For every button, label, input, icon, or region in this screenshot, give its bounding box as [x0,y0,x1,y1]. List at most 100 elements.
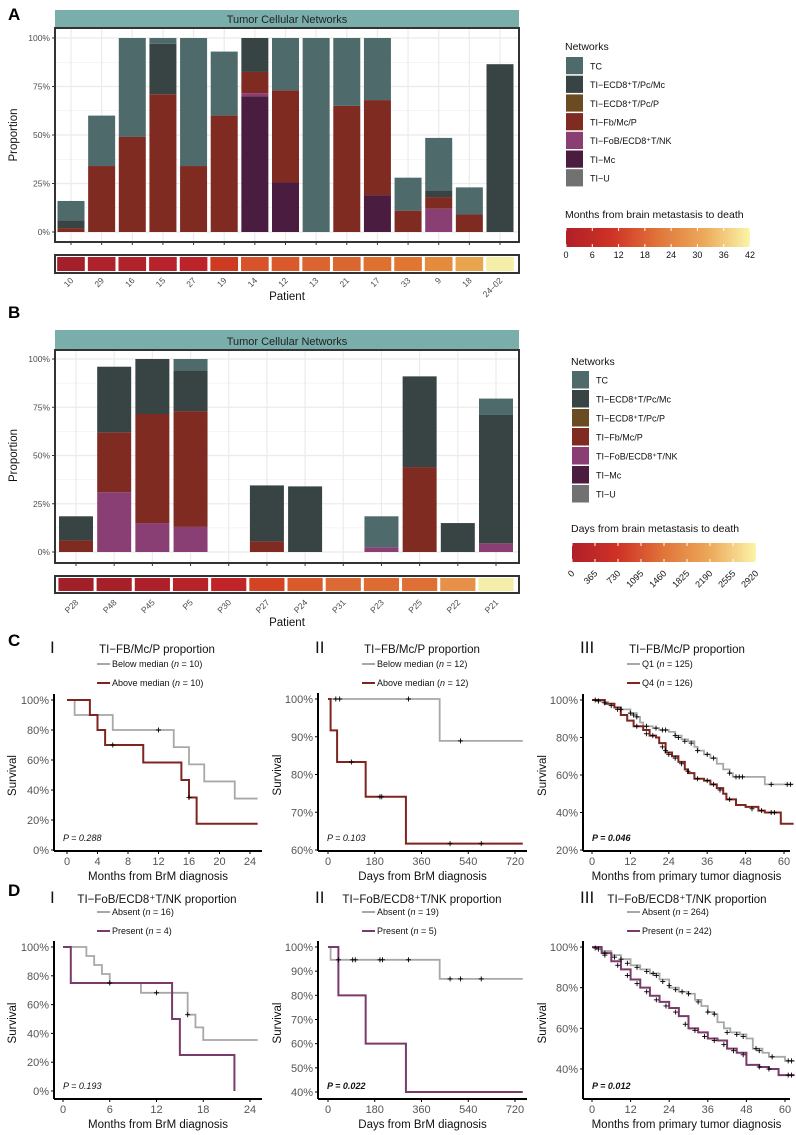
censor-mark [711,1038,717,1044]
p-value-number: = 0.193 [69,1081,102,1091]
legend-label: TI−Fb/Mc/P [596,433,643,443]
survival-curve [328,946,523,980]
censor-mark [663,727,669,733]
patient-color-cell [179,257,208,271]
censor-mark [627,710,633,716]
x-tick-label: 540 [459,1104,477,1116]
legend-label: Above median (n = 12) [377,678,468,688]
bar-segment [272,90,299,183]
censor-mark [702,1033,708,1039]
colorbar-tick-label: 42 [745,250,755,260]
censor-mark [615,706,621,712]
x-tick-label: 13 [307,275,321,289]
y-tick-unit: % [39,695,49,707]
y-axis-title: Survival [272,755,284,796]
patient-color-cell [363,257,392,271]
patient-color-cell [96,578,132,591]
x-tick-label: 4 [94,856,100,868]
bar-segment [210,51,238,116]
y-tick-label: 0% [38,547,51,557]
x-tick-label: 27 [184,275,198,289]
y-tick-label: 80% [556,983,578,995]
colorbar-tick-label: 6 [590,250,595,260]
y-tick-label: 80% [27,725,49,737]
colorbar-title: Months from brain metastasis to death [565,209,744,221]
y-tick-label: 100% [21,695,49,707]
legend-title: Networks [565,41,609,53]
legend-label: TC [590,61,602,71]
x-tick-label: 24–02 [481,275,505,299]
x-tick-label: 48 [739,856,751,868]
legend-label-text: Above median ( [377,678,440,688]
legend-swatch [572,447,589,465]
censor-mark [650,970,656,976]
x-tick-label: 16 [183,856,195,868]
km-title: TI−FoB/ECD8⁺T/NK proportion [607,894,766,906]
bar-segment [364,516,399,548]
p-value: P = 0.288 [63,833,101,843]
colorbar-tick-label: 2920 [739,568,760,589]
censor-mark [457,976,463,982]
y-tick-unit: % [568,770,578,782]
y-tick-label: 50% [33,451,50,461]
legend-swatch [572,390,589,408]
patient-color-cell [271,257,300,271]
x-tick-label: 17 [368,275,382,289]
legend-n-value: = 10) [180,678,203,688]
censor-mark [673,1009,679,1015]
legend-label: TI−FoB/ECD8⁺T/NK [596,452,678,462]
bar-segment [363,100,391,196]
legend-n-value: = 125) [665,659,693,669]
censor-mark [643,723,649,729]
bar-segment [333,105,361,232]
y-tick-value: 40 [556,808,568,820]
patient-color-cell [424,257,453,271]
bar-segment [180,38,208,167]
censor-mark [688,740,694,746]
plot-border [54,349,520,564]
y-tick-label: 20% [27,1057,49,1069]
p-symbol: P [63,1081,69,1091]
legend-n-symbol: n [676,907,681,917]
censor-mark [724,1029,730,1035]
x-tick-label: P23 [368,597,386,615]
colorbar-tick-label: 0 [566,568,577,579]
bar-segment [425,190,453,198]
x-tick-label: 720 [506,856,524,868]
strip-header [55,330,519,350]
legend-n-value: = 264) [681,907,709,917]
censor-mark [379,794,385,800]
censor-mark [759,808,765,814]
survival-curve [328,698,523,742]
y-tick-value: 70 [291,1015,303,1027]
x-tick-label: P45 [139,597,157,615]
subpanel-numeral: III [580,888,594,907]
y-tick-label: 40% [27,1028,49,1040]
km-title: TI−FB/Mc/P proportion [629,644,745,656]
y-tick-unit: % [39,942,49,954]
x-tick-label: 8 [125,856,131,868]
bar-segment [149,43,177,95]
patient-color-cell [172,578,209,591]
x-tick-label: 33 [399,275,413,289]
y-tick-label: 75% [33,82,50,92]
y-tick-unit: % [39,1057,49,1069]
censor-mark [406,957,412,963]
y-tick-value: 80 [291,990,303,1002]
panel-label: D [8,881,20,900]
y-tick-unit: % [303,1087,313,1099]
bar-segment [135,523,170,552]
legend-label-text: Q1 ( [642,659,660,669]
legend-label: TI−U [590,174,610,184]
legend-n-value: = 4) [154,926,172,936]
censor-mark [704,751,710,757]
y-tick-label: 80% [27,971,49,983]
patient-color-cell [486,257,514,271]
censor-mark [753,1046,759,1052]
bar-segment [288,486,323,552]
y-tick-value: 80 [556,983,568,995]
legend-label: Present (n = 242) [642,926,712,936]
legend-n-symbol: n [175,678,180,688]
x-tick-label: 0 [64,856,70,868]
x-tick-label: 24 [663,1104,675,1116]
